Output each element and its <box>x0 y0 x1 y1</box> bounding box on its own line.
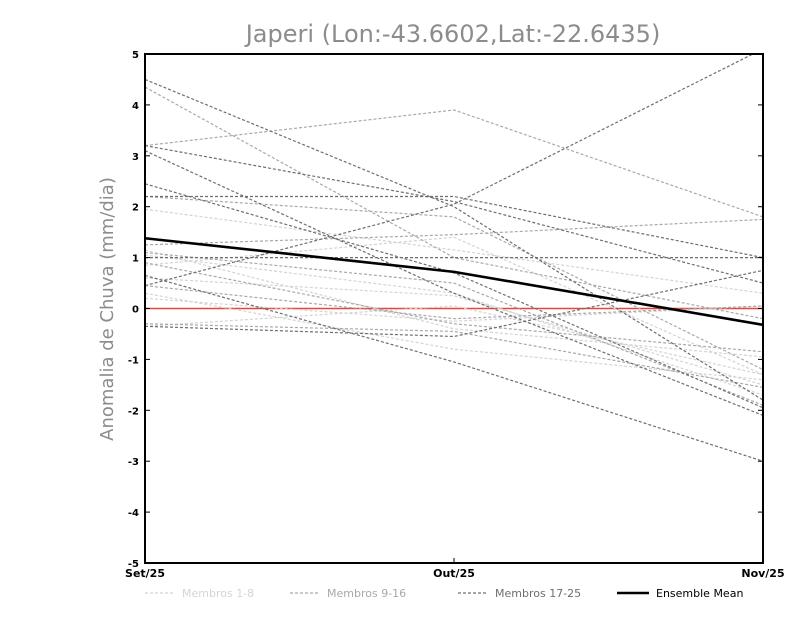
member-line-g1-7 <box>145 254 763 396</box>
member-line-g1-2 <box>145 236 763 376</box>
y-tick-label: 5 <box>132 50 139 61</box>
y-tick-label: 3 <box>132 152 139 163</box>
y-tick-label: -4 <box>128 508 139 519</box>
ensemble-mean-line <box>144 236 764 327</box>
member-line-g1-3 <box>145 249 763 358</box>
member-line-g2-8 <box>145 251 763 406</box>
y-tick-label: -1 <box>128 355 139 366</box>
member-line-g2-6 <box>145 86 763 320</box>
member-line-g3-4 <box>145 54 755 287</box>
member-line-g3-3 <box>145 195 763 259</box>
member-line-g1-8 <box>145 297 763 322</box>
member-line-g1-6 <box>145 305 763 376</box>
y-tick-label: -3 <box>128 457 139 468</box>
legend-label-1: Membros 1-8 <box>182 587 254 600</box>
member-line-g3-8 <box>145 183 763 409</box>
member-line-g2-1 <box>145 109 763 218</box>
member-line-g1-4 <box>145 277 763 386</box>
member-lines <box>145 54 763 462</box>
member-line-g3-1 <box>145 78 763 401</box>
x-tick-label: Set/25 <box>125 567 165 580</box>
x-tick-label: Out/25 <box>433 567 475 580</box>
y-tick-label: 4 <box>132 101 139 112</box>
member-line-g3-2 <box>145 150 763 416</box>
member-line-g2-2 <box>145 218 763 246</box>
y-tick-label: -2 <box>128 406 139 417</box>
y-tick-label: 1 <box>132 254 139 265</box>
y-tick-label: 0 <box>132 305 139 316</box>
x-tick-label: Nov/25 <box>741 567 784 580</box>
member-line-g1-1 <box>145 208 763 294</box>
member-line-g2-7 <box>145 284 763 320</box>
legend: Membros 1-8 Membros 9-16 Membros 17-25 Ense… <box>145 587 743 600</box>
chart-title: Japeri (Lon:-43.6602,Lat:-22.6435) <box>244 20 661 48</box>
legend-label-4: Ensemble Mean <box>656 587 743 600</box>
y-tick-label: 2 <box>132 203 139 214</box>
legend-label-2: Membros 9-16 <box>327 587 406 600</box>
plot-area: -5 -4 -3 -2 -1 0 1 2 3 4 5 Set/25 Out/25 Nov/25 <box>125 50 785 580</box>
y-tick-label: -5 <box>128 559 139 570</box>
member-line-g3-9 <box>145 145 763 284</box>
member-line-g1-5 <box>145 292 763 381</box>
legend-label-3: Membros 17-25 <box>495 587 581 600</box>
member-line-g3-5 <box>145 274 763 462</box>
member-line-g2-4 <box>145 262 763 353</box>
y-axis-label: Anomalia de Chuva (mm/dia) <box>97 177 118 441</box>
